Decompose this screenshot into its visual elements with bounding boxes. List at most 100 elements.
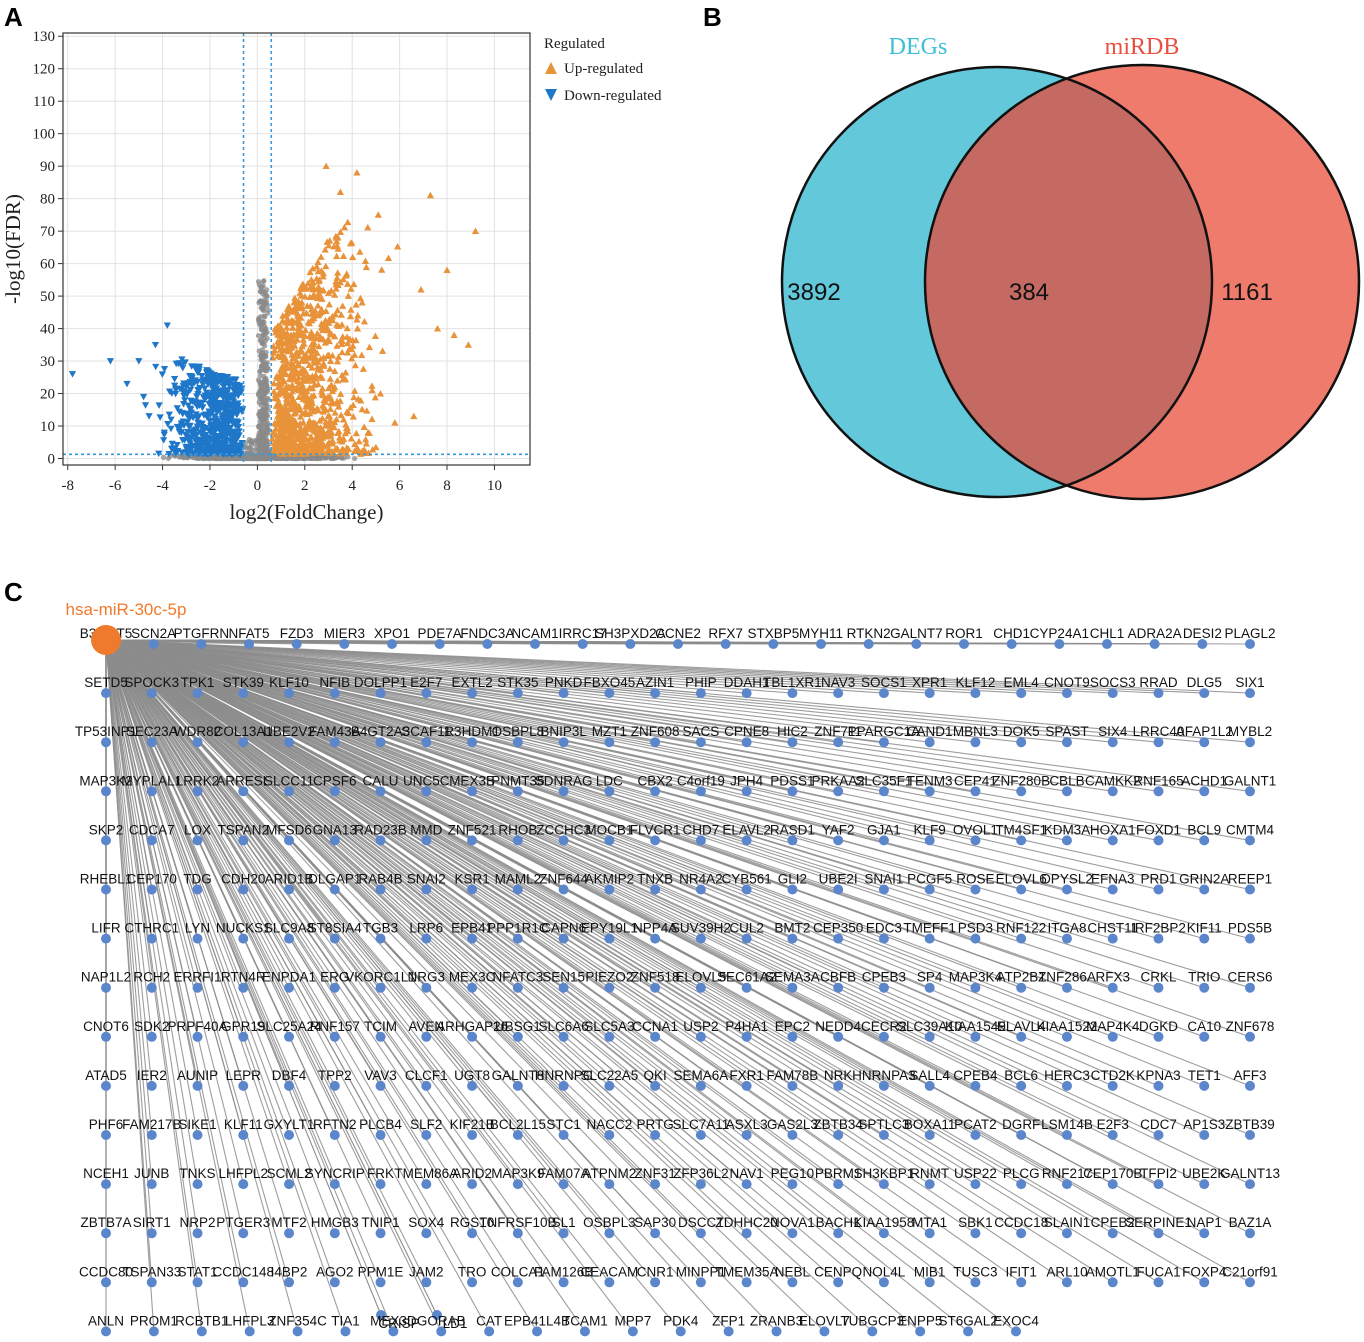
gene-node	[375, 1179, 386, 1190]
gene-label: EPY19L1	[581, 921, 638, 936]
down-point	[171, 376, 179, 383]
network-edge	[105, 639, 290, 1283]
network-edge	[105, 639, 748, 1283]
up-point	[349, 413, 357, 420]
gene-node	[467, 786, 478, 797]
up-point	[333, 306, 342, 314]
down-point	[182, 410, 190, 418]
y-tick-label: 100	[33, 127, 56, 143]
up-point	[294, 377, 302, 384]
gene-label: RAB4B	[358, 872, 402, 887]
network-edge	[105, 639, 251, 1332]
gene-node	[375, 835, 386, 846]
gene-node	[146, 1080, 157, 1091]
network-edge	[105, 639, 976, 1283]
hub-label: hsa-miR-30c-5p	[66, 600, 187, 619]
gene-label: ZCCHC3	[536, 822, 591, 837]
gene-label: PRPF40A	[168, 1019, 228, 1034]
mirdb-title: miRDB	[1105, 34, 1180, 60]
up-point	[369, 446, 377, 453]
gene-node	[741, 884, 752, 895]
gene-label: PPM1E	[358, 1264, 404, 1279]
down-point	[229, 420, 237, 427]
up-point	[274, 352, 282, 359]
gene-label: SLC35F1	[855, 773, 912, 788]
gene-node	[1199, 688, 1210, 699]
up-point	[357, 397, 365, 404]
ns-point	[261, 278, 267, 284]
gene-label: GALNT13	[1220, 1166, 1280, 1181]
down-point	[211, 380, 219, 388]
gene-node	[604, 1080, 615, 1091]
up-point	[291, 294, 299, 301]
down-point	[208, 437, 217, 444]
up-point	[287, 391, 295, 398]
up-point	[295, 421, 303, 429]
gene-node	[238, 1179, 249, 1190]
gene-label: CHL1	[1090, 626, 1125, 641]
gene-label: TCIM	[364, 1019, 397, 1034]
up-point	[293, 384, 302, 392]
gene-label: MTA1	[912, 1215, 947, 1230]
gene-label: UGT8	[454, 1068, 490, 1083]
gene-label: ERRFI1	[174, 970, 222, 985]
down-point	[208, 428, 217, 436]
up-point	[336, 228, 345, 236]
gene-node	[375, 1031, 386, 1042]
up-point	[333, 252, 341, 260]
gene-label: LRRC40	[1133, 724, 1185, 739]
gene-node	[787, 982, 798, 993]
up-point	[304, 425, 312, 432]
up-point	[329, 316, 337, 324]
gene-node	[650, 1130, 661, 1140]
network-edge	[105, 639, 336, 1087]
network-edge	[105, 639, 346, 1332]
gene-node	[1149, 639, 1160, 649]
down-point	[227, 414, 235, 422]
down-point	[208, 394, 216, 401]
gene-node	[878, 1228, 889, 1239]
up-point	[277, 380, 285, 387]
gene-node	[421, 884, 432, 895]
gene-node	[604, 835, 615, 846]
network-edge	[105, 639, 427, 1234]
up-point	[352, 301, 360, 308]
gene-label: CAT	[476, 1313, 502, 1328]
gene-node	[1061, 1179, 1072, 1190]
gene-node	[970, 688, 981, 699]
gene-label: DDAH1	[724, 675, 770, 690]
y-tick-label: 90	[40, 159, 55, 175]
network-edge	[105, 639, 1251, 1283]
gene-node	[1016, 1031, 1027, 1042]
gene-node	[833, 1130, 844, 1140]
down-point	[175, 428, 184, 436]
gene-node	[650, 1228, 661, 1239]
up-point	[303, 429, 311, 437]
gene-node	[192, 1031, 203, 1042]
up-point	[326, 447, 334, 454]
up-point	[309, 419, 317, 426]
ns-point	[260, 399, 266, 406]
gene-node	[577, 639, 588, 649]
up-point	[289, 427, 298, 434]
down-point	[228, 449, 236, 456]
y-tick-label: 120	[33, 62, 56, 78]
gene-node	[1061, 688, 1072, 699]
network-edge	[105, 639, 702, 1283]
gene-label: TPP2	[318, 1068, 352, 1083]
network-edge	[105, 639, 394, 1332]
gene-node	[146, 1031, 157, 1042]
gene-node	[329, 1179, 340, 1190]
gene-label: CDH20	[221, 872, 265, 887]
network-edge	[105, 639, 1159, 891]
gene-label: BCL9	[1187, 822, 1221, 837]
up-point	[303, 353, 311, 360]
gene-node	[604, 982, 615, 993]
down-point	[188, 363, 196, 370]
up-point	[337, 311, 345, 318]
up-point	[283, 427, 291, 435]
gene-node	[911, 639, 922, 649]
down-point	[207, 423, 215, 431]
gene-node	[421, 1080, 432, 1091]
gene-node	[1061, 884, 1072, 895]
